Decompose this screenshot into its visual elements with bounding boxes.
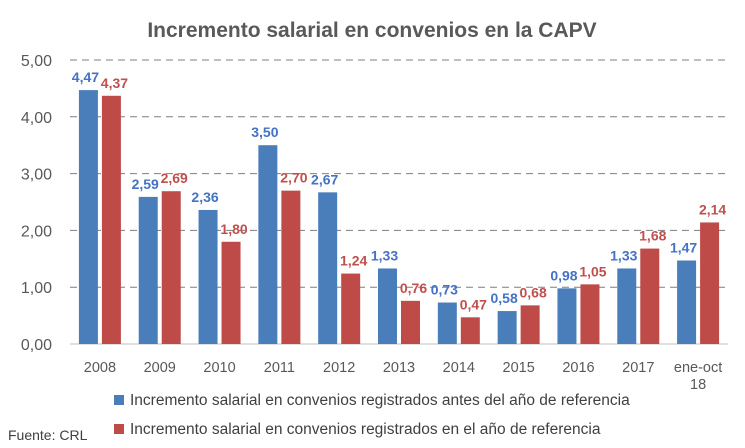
- data-label-series-2: 2,69: [161, 170, 188, 186]
- y-tick-label: 1,00: [21, 280, 52, 297]
- bar-series-1: [138, 196, 158, 344]
- y-tick-label: 3,00: [21, 167, 52, 184]
- data-label-series-1: 4,47: [72, 69, 99, 85]
- bars: [78, 90, 720, 344]
- data-label-series-1: 2,59: [132, 176, 159, 192]
- bar-series-2: [580, 284, 600, 344]
- bar-series-2: [640, 248, 660, 344]
- legend: Incremento salarial en convenios registr…: [114, 392, 630, 438]
- data-label-series-2: 0,76: [400, 280, 427, 296]
- bar-series-1: [497, 311, 517, 344]
- data-labels: 4,47 4,37 2,59 2,692,361,80 3,50 2,70 2,67 1,24…: [72, 69, 727, 312]
- x-axis-ticks: 2008 2009 2010 2011 2012 2013 2014 2015 2016 2017…: [84, 360, 723, 393]
- bar-series-2: [101, 95, 121, 344]
- legend-label-series-2: Incremento salarial en convenios registr…: [130, 421, 601, 438]
- bar-series-1: [198, 209, 218, 344]
- bar-series-1: [78, 90, 98, 344]
- data-label-series-2: 0,47: [460, 296, 487, 312]
- bar-series-2: [341, 273, 361, 344]
- y-tick-label: 2,00: [21, 223, 52, 240]
- bar-series-2: [281, 190, 301, 344]
- bar-series-2: [161, 191, 181, 344]
- data-label-series-1: 0,98: [550, 267, 577, 283]
- bar-series-1: [617, 268, 637, 344]
- x-tick-label: 2016: [562, 360, 594, 376]
- bar-series-2: [221, 241, 241, 344]
- data-label-series-1: 1,33: [610, 247, 637, 263]
- bar-series-2: [520, 305, 540, 344]
- data-label-series-1: 0,73: [431, 282, 458, 298]
- bar-series-2: [460, 317, 480, 344]
- data-label-series-2: 1,80: [220, 221, 247, 237]
- legend-swatch-series-2: [114, 424, 124, 434]
- bar-series-2: [700, 222, 720, 344]
- y-tick-label: 4,00: [21, 110, 52, 127]
- data-label-series-1: 1,33: [371, 247, 398, 263]
- legend-label-series-1: Incremento salarial en convenios registr…: [130, 392, 630, 409]
- data-label-series-2: 2,14: [699, 201, 726, 217]
- bar-series-1: [258, 145, 278, 344]
- y-tick-label: 0,00: [21, 337, 52, 354]
- x-tick-label: 2017: [622, 360, 654, 376]
- x-tick-label: ene-oct 18: [674, 360, 722, 393]
- bar-series-1: [378, 268, 397, 344]
- bar-series-1: [437, 302, 457, 344]
- data-label-series-2: 1,05: [579, 263, 606, 279]
- data-label-series-2: 1,24: [340, 253, 367, 269]
- x-tick-label: 2011: [264, 360, 295, 376]
- bar-series-1: [677, 260, 697, 344]
- x-tick-label: 2015: [503, 360, 535, 376]
- x-tick-label: 2014: [443, 360, 475, 376]
- source-note: Fuente: CRL: [8, 427, 88, 443]
- legend-swatch-series-1: [114, 395, 124, 405]
- bar-series-1: [557, 288, 577, 344]
- x-tick-label: 2012: [323, 360, 355, 376]
- x-tick-label: 2009: [144, 360, 176, 376]
- data-label-series-1: 0,58: [491, 290, 518, 306]
- data-label-series-1: 2,67: [311, 171, 338, 187]
- chart-title: Incremento salarial en convenios en la C…: [147, 19, 596, 42]
- data-label-series-2: 2,70: [280, 170, 307, 186]
- y-axis-ticks: 0,00 1,00 2,00 3,00 4,00 5,00: [21, 53, 52, 354]
- x-tick-label: 2013: [383, 360, 415, 376]
- bar-series-1: [318, 192, 338, 344]
- data-label-series-2: 1,68: [639, 228, 666, 244]
- data-label-series-2: 4,37: [101, 75, 128, 91]
- data-label-series-2: 0,68: [520, 284, 547, 300]
- x-tick-label: 2010: [203, 360, 235, 376]
- bar-series-2: [401, 300, 420, 344]
- y-tick-label: 5,00: [21, 53, 52, 70]
- x-tick-label: 2008: [84, 360, 116, 376]
- data-label-series-1: 2,36: [191, 189, 218, 205]
- data-label-series-1: 1,47: [670, 240, 697, 256]
- data-label-series-1: 3,50: [251, 124, 278, 140]
